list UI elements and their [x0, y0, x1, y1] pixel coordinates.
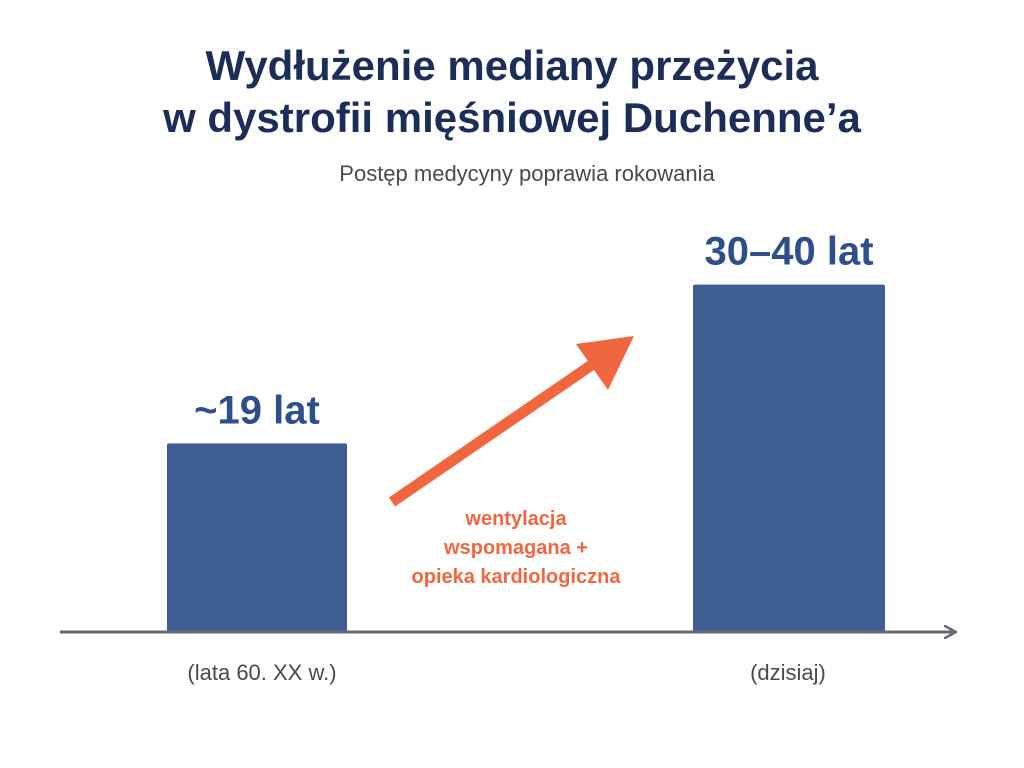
category-label-0: (lata 60. XX w.): [187, 660, 336, 685]
chart-title-line-2: w dystrofii mięśniowej Duchenne’a: [163, 94, 861, 141]
trend-arrow-head: [576, 336, 634, 390]
chart-title-line-1: Wydłużenie mediany przeżycia: [205, 42, 819, 89]
chart-subtitle: Postęp medycyny poprawia rokowania: [339, 161, 715, 186]
bar-1: [693, 284, 885, 632]
annotation-line-1: wspomagana +: [443, 537, 588, 559]
annotation-group: wentylacja wspomagana + opieka kardiologic…: [388, 336, 634, 588]
annotation-text: wentylacja wspomagana + opieka kardiologic…: [412, 508, 622, 588]
annotation-line-2: opieka kardiologiczna: [412, 566, 622, 588]
bar-0: [167, 443, 347, 632]
value-label-1: 30–40 lat: [704, 230, 873, 274]
category-label-1: (dzisiaj): [750, 660, 826, 685]
value-label-0: ~19 lat: [194, 388, 320, 432]
trend-arrow-shaft: [388, 357, 600, 507]
annotation-line-0: wentylacja: [464, 508, 567, 530]
